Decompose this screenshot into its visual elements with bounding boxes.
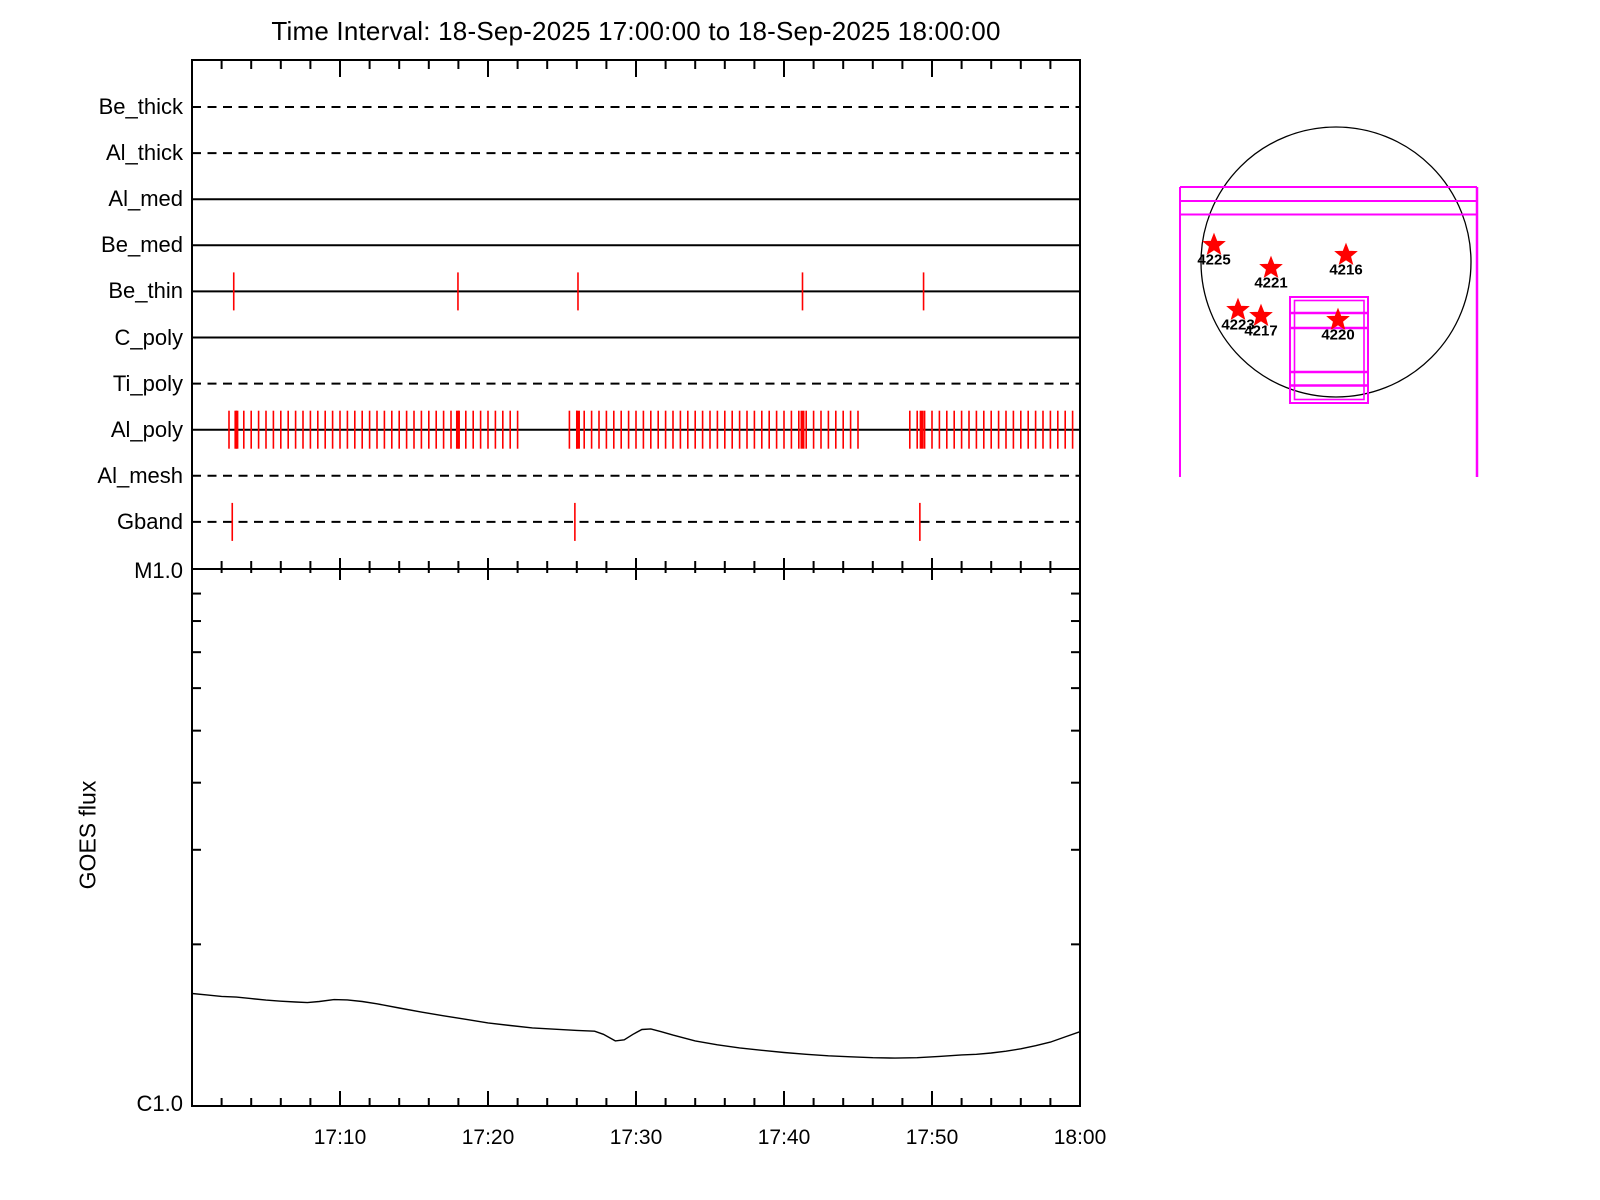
ar-star-4223 [1226,297,1250,321]
filter-label-Be_thin: Be_thin [108,278,183,304]
time-tick-label-17:50: 17:50 [905,1126,959,1149]
ar-label-4217: 4217 [1244,322,1277,339]
filter-label-Al_poly: Al_poly [110,416,183,442]
ar-star-4221 [1259,255,1283,279]
ar-label-4225: 4225 [1197,251,1230,268]
time-tick-label-17:40: 17:40 [757,1126,811,1149]
goes-panel [191,568,1081,1107]
time-tick-label-17:30: 17:30 [609,1126,663,1149]
goes-flux-curve [191,992,1081,1059]
filter-label-Al_mesh: Al_mesh [97,462,183,488]
ar-star-4220 [1326,307,1350,331]
filter-label-Al_thick: Al_thick [105,140,183,166]
ar-star-4216 [1334,242,1358,266]
goes-ymin-label: C1.0 [136,1091,183,1116]
filter-label-Be_med: Be_med [101,232,183,258]
ar-label-4216: 4216 [1329,261,1362,278]
time-tick-label-18:00: 18:00 [1053,1126,1107,1149]
filter-label-Ti_poly: Ti_poly [112,370,183,396]
ar-star-4225 [1202,232,1226,256]
goes-ymax-label: M1.0 [134,558,183,583]
chart-title: Time Interval: 18-Sep-2025 17:00:00 to 1… [271,16,1001,46]
solar-disk [1200,126,1472,398]
ar-label-4220: 4220 [1321,326,1354,343]
filter-label-Be_thick: Be_thick [98,94,183,119]
fov-box-inner [1293,299,1365,401]
filter-label-Gband: Gband [116,508,183,534]
goes-axis-title: GOES flux [74,780,101,890]
ar-label-4221: 4221 [1254,274,1287,291]
fov-box-outer [1289,296,1369,404]
filter-label-Al_med: Al_med [108,186,183,212]
time-tick-label-17:10: 17:10 [313,1126,367,1149]
ar-label-4223: 4223 [1221,316,1254,333]
filter-label-C_poly: C_poly [114,324,183,350]
filter-timeline-panel [191,59,1081,570]
ar-star-4217 [1249,303,1273,327]
time-tick-label-17:20: 17:20 [461,1126,515,1149]
